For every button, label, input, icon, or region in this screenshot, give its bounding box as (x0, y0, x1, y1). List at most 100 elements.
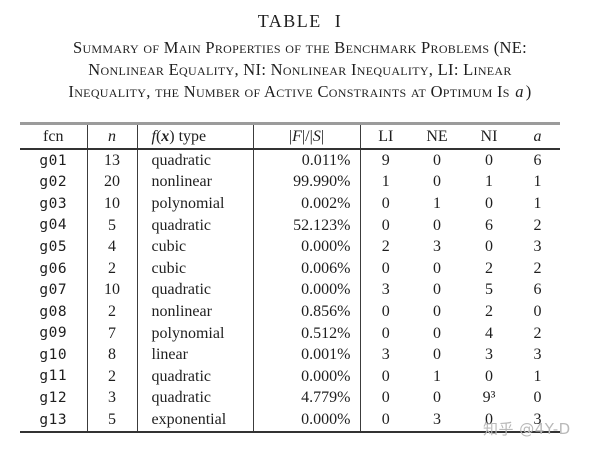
cell-n: 5 (87, 214, 138, 237)
cell-ne: 1 (433, 367, 441, 385)
cell-ratio: 0.011% (253, 149, 361, 172)
cell-n: 10 (87, 193, 138, 215)
cell-a: 6 (533, 151, 542, 169)
math-a: a (515, 82, 524, 101)
cell-a: 3 (533, 238, 542, 256)
cell-a: 1 (533, 367, 542, 385)
cell-a: 2 (533, 324, 542, 342)
cell-li: 9 (381, 151, 390, 169)
header-row: fcn n f(x) type |F|/|S| LI NE NI a (20, 123, 560, 150)
cell-a: 2 (533, 216, 542, 234)
table-row: g01 13 quadratic 0.011% 9 0 0 6 (20, 149, 560, 172)
table-row: g13 5 exponential 0.000% 0 3 0 3 (20, 409, 560, 432)
benchmark-table: fcn n f(x) type |F|/|S| LI NE NI a g01 1… (20, 122, 560, 433)
cell-type: polynomial (137, 193, 254, 215)
cell-ne: 1 (433, 194, 441, 212)
cell-a: 3 (533, 410, 542, 428)
col-header-li: LI (360, 123, 411, 150)
cell-li: 3 (381, 346, 390, 364)
cell-a: 6 (533, 281, 542, 299)
table-row: g09 7 polynomial 0.512% 0 0 4 2 (20, 322, 560, 345)
cell-ratio: 0.006% (253, 257, 361, 280)
cell-ni: 0 (485, 194, 493, 212)
cell-li: 0 (381, 194, 390, 212)
cell-ratio: 0.002% (253, 193, 361, 215)
cell-ni: 0 (485, 151, 493, 169)
cell-li: 0 (381, 389, 390, 407)
cell-ne: 0 (433, 346, 441, 364)
cell-type: exponential (137, 409, 254, 432)
cell-ne: 0 (433, 389, 441, 407)
cell-type: cubic (137, 236, 254, 258)
cell-n: 3 (87, 387, 138, 410)
cell-ne: 3 (433, 410, 441, 428)
cell-type: quadratic (137, 214, 254, 237)
col-header-fcn: fcn (20, 123, 88, 150)
cell-n: 8 (87, 344, 138, 366)
cell-fcn: g07 (20, 279, 88, 302)
cell-fcn: g12 (20, 387, 88, 410)
cell-type: quadratic (137, 149, 254, 172)
cell-li: 0 (381, 216, 390, 234)
cell-a: 3 (533, 346, 542, 364)
cell-n: 5 (87, 409, 138, 432)
table-body: g01 13 quadratic 0.011% 9 0 0 6 g02 20 n… (20, 149, 560, 432)
cell-ni: 1 (485, 173, 493, 191)
cell-li: 0 (381, 367, 390, 385)
table-row: g04 5 quadratic 52.123% 0 0 6 2 (20, 214, 560, 237)
cell-ratio: 0.000% (253, 365, 361, 388)
cell-ratio: 52.123% (253, 214, 361, 237)
cell-ne: 0 (433, 259, 441, 277)
cell-type: nonlinear (137, 301, 254, 323)
cell-ni: 2 (485, 259, 493, 277)
cell-ni: 3 (485, 346, 493, 364)
cell-ratio: 0.512% (253, 322, 361, 345)
table-title: TABLE I (257, 11, 343, 31)
cell-li: 2 (381, 238, 390, 256)
cell-n: 2 (87, 301, 138, 323)
cell-ratio: 0.001% (253, 344, 361, 366)
cell-ne: 0 (433, 281, 441, 299)
zhihu-watermark: 知乎 @4Y-D (483, 420, 571, 438)
cell-n: 7 (87, 322, 138, 345)
col-header-n: n (87, 123, 138, 150)
cell-type: linear (137, 344, 254, 366)
cell-ne: 0 (433, 151, 441, 169)
cell-li: 0 (381, 410, 390, 428)
cell-ratio: 99.990% (253, 171, 361, 194)
cell-fcn: g06 (20, 257, 88, 280)
cell-li: 3 (381, 281, 390, 299)
cell-ratio: 4.779% (253, 387, 361, 410)
cell-ratio: 0.856% (253, 301, 361, 323)
cell-ratio: 0.000% (253, 409, 361, 432)
cell-ni: 4 (485, 324, 493, 342)
cell-a: 1 (533, 173, 542, 191)
cell-li: 0 (381, 324, 390, 342)
cell-ratio: 0.000% (253, 236, 361, 258)
cell-ne: 0 (433, 173, 441, 191)
table-row: g08 2 nonlinear 0.856% 0 0 2 0 (20, 301, 560, 323)
cell-a: 2 (533, 259, 542, 277)
table-row: g10 8 linear 0.001% 3 0 3 3 (20, 344, 560, 366)
table-row: g02 20 nonlinear 99.990% 1 0 1 1 (20, 171, 560, 194)
caption-line-1: Summary of Main Properties of the Benchm… (72, 38, 528, 57)
cell-ni: 9³ (482, 389, 496, 407)
cell-n: 2 (87, 365, 138, 388)
cell-ne: 0 (433, 324, 441, 342)
col-header-ne: NE (411, 123, 463, 150)
cell-ni: 2 (485, 302, 493, 320)
table-row: g12 3 quadratic 4.779% 0 0 9³ 0 (20, 387, 560, 410)
cell-type: cubic (137, 257, 254, 280)
cell-n: 2 (87, 257, 138, 280)
col-header-ni: NI (463, 123, 515, 150)
cell-n: 10 (87, 279, 138, 302)
col-header-a: a (515, 123, 560, 150)
table-row: g11 2 quadratic 0.000% 0 1 0 1 (20, 365, 560, 388)
table-row: g03 10 polynomial 0.002% 0 1 0 1 (20, 193, 560, 215)
cell-fcn: g01 (20, 149, 88, 172)
cell-fcn: g11 (20, 365, 88, 388)
cell-ni: 0 (485, 238, 493, 256)
cell-li: 1 (381, 173, 390, 191)
cell-n: 4 (87, 236, 138, 258)
cell-a: 0 (533, 302, 542, 320)
